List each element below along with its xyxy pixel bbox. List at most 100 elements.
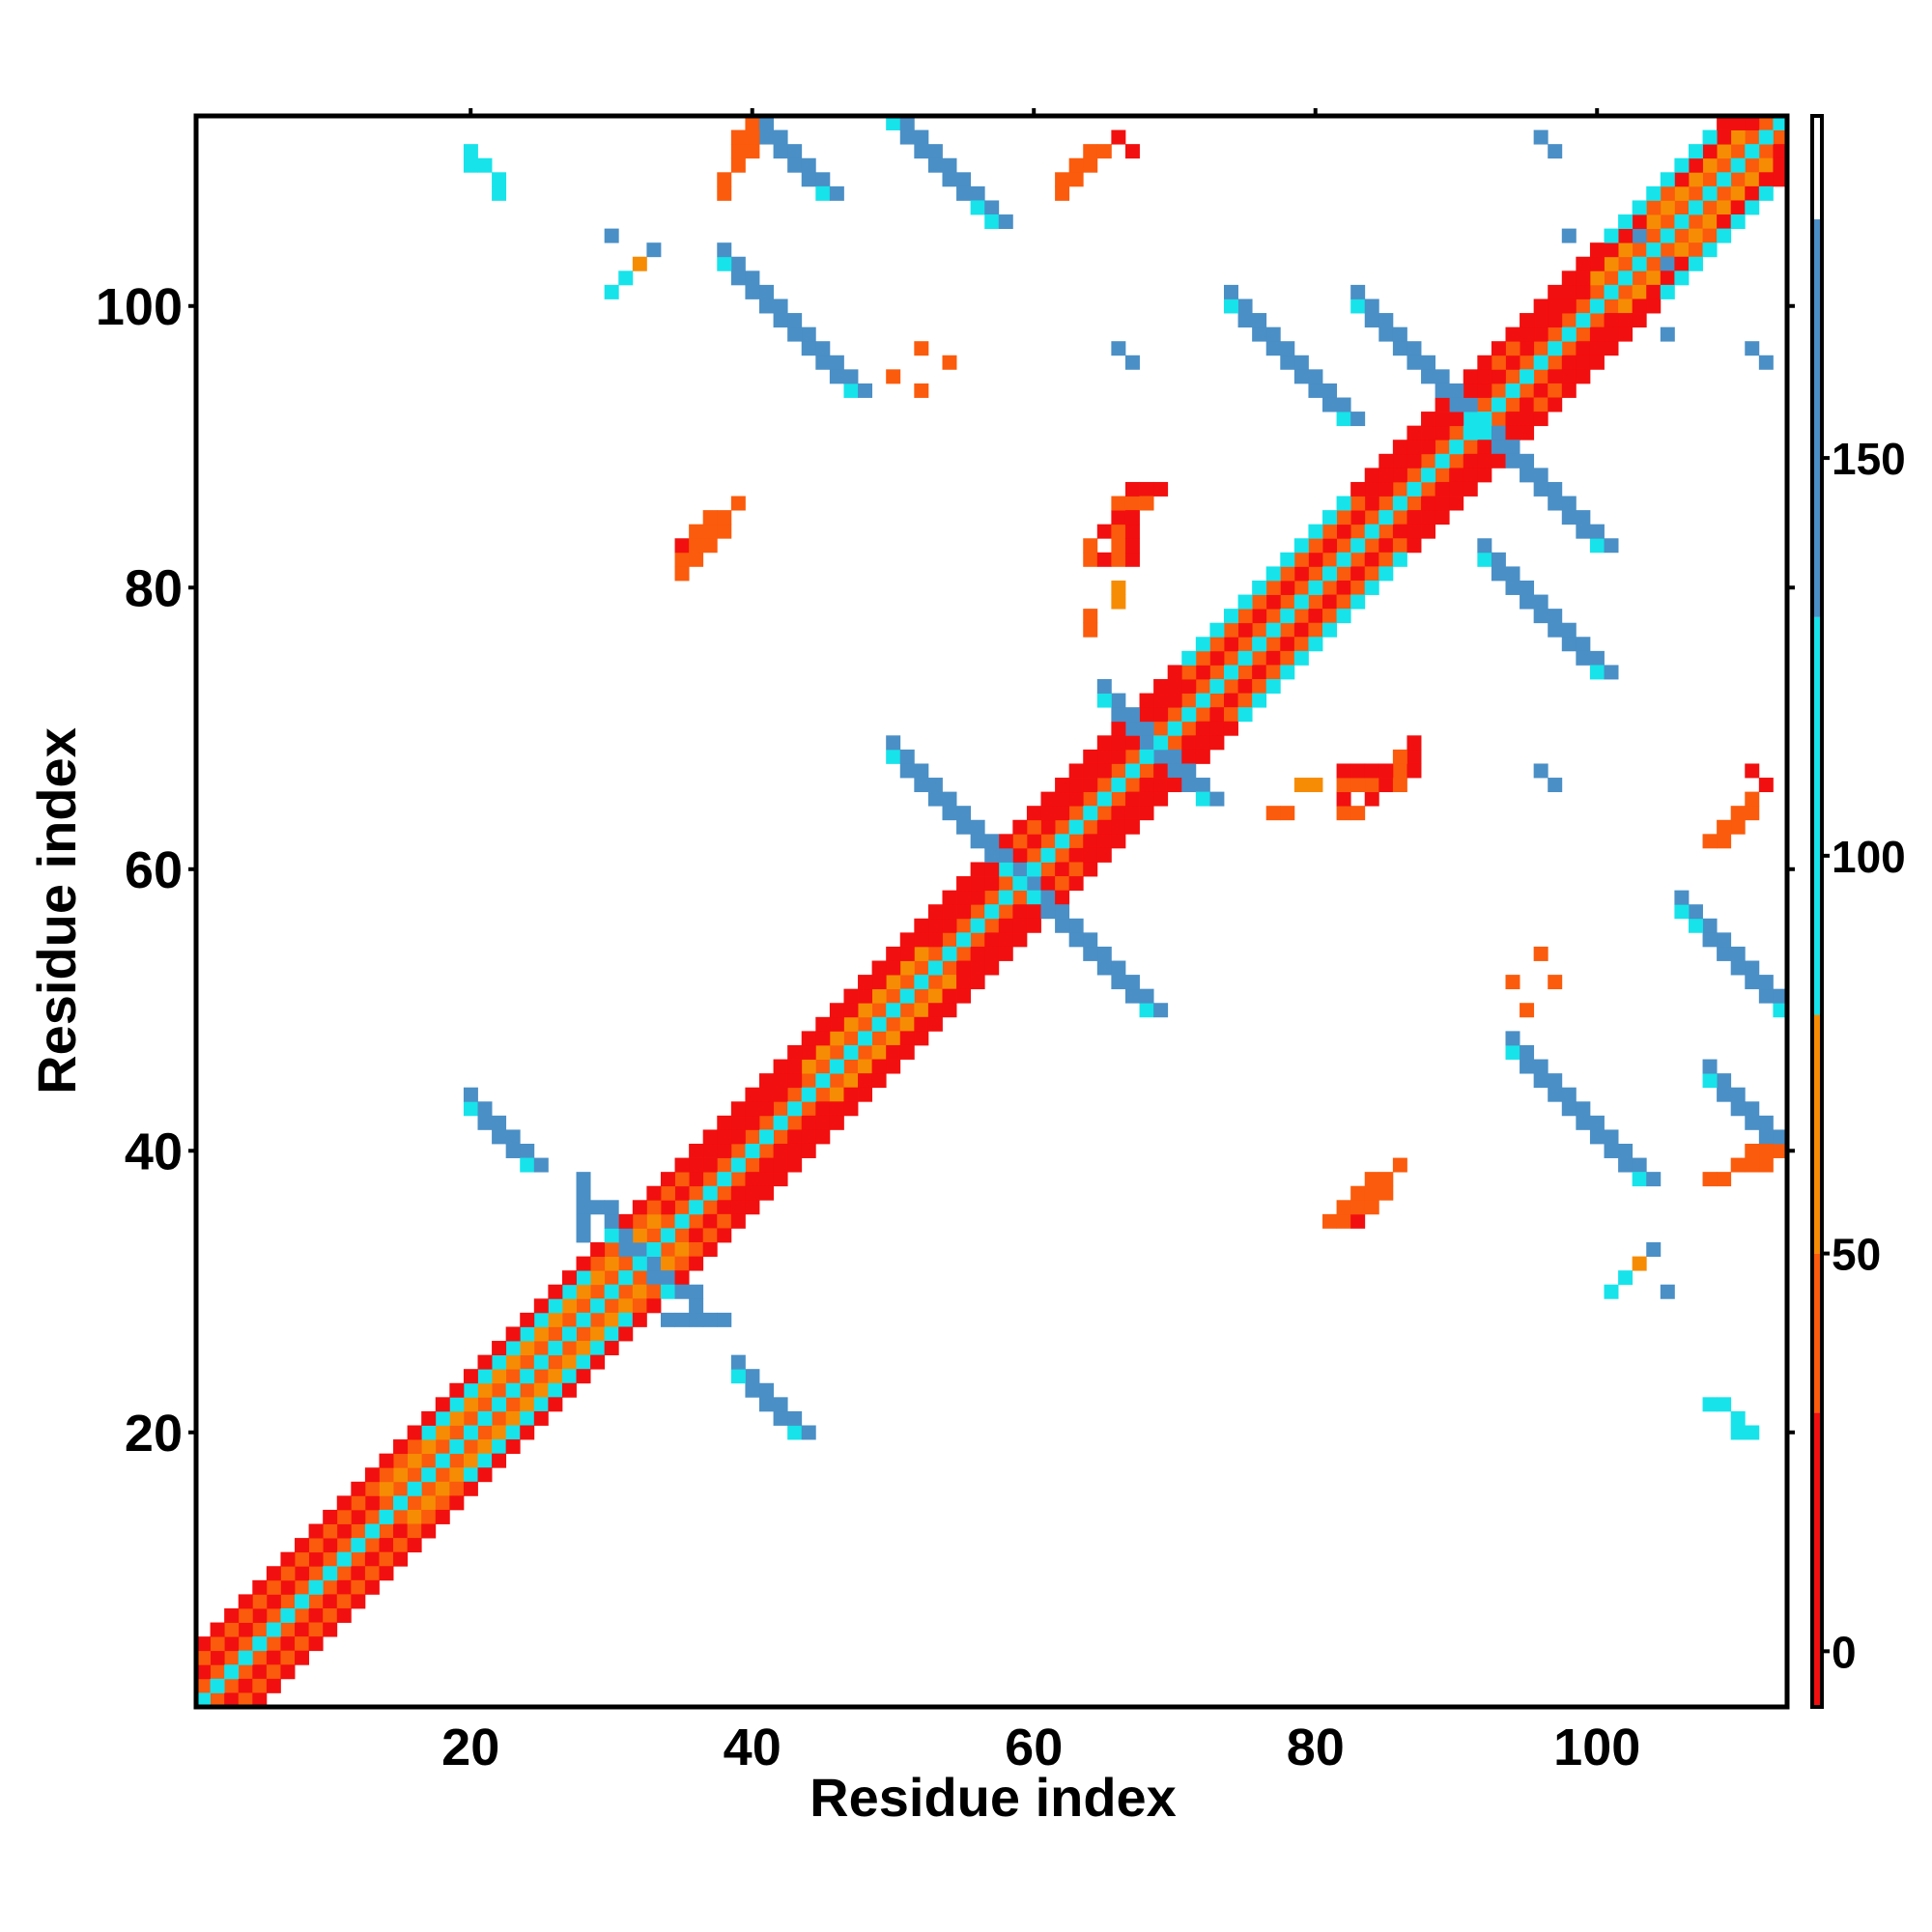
- heatmap-cell: [1745, 157, 1760, 173]
- heatmap-cell: [730, 1172, 746, 1187]
- heatmap-cell: [1435, 397, 1450, 412]
- heatmap-cell: [1477, 552, 1492, 567]
- heatmap-cell: [1209, 707, 1225, 723]
- heatmap-cell: [1223, 650, 1238, 666]
- heatmap-cell: [1717, 1172, 1732, 1187]
- heatmap-cell: [364, 1467, 380, 1483]
- heatmap-cell: [1336, 580, 1351, 595]
- heatmap-cell: [1730, 129, 1746, 145]
- heatmap-cell: [1533, 355, 1548, 370]
- heatmap-cell: [1083, 862, 1098, 877]
- heatmap-cell: [393, 1495, 409, 1511]
- heatmap-cell: [1576, 355, 1591, 370]
- heatmap-cell: [1406, 425, 1422, 440]
- heatmap-cell: [1378, 468, 1394, 483]
- heatmap-cell: [1111, 735, 1126, 751]
- heatmap-cell: [773, 1397, 788, 1412]
- heatmap-cell: [1674, 185, 1690, 201]
- heatmap-cell: [1548, 383, 1563, 398]
- heatmap-cell: [886, 1031, 901, 1046]
- heatmap-cell: [308, 1566, 324, 1581]
- heatmap-cell: [1350, 284, 1366, 299]
- heatmap-cell: [1505, 580, 1520, 595]
- heatmap-cell: [1026, 918, 1041, 933]
- heatmap-cell: [1124, 791, 1140, 807]
- heatmap-cell: [1618, 1270, 1634, 1286]
- heatmap-cell: [1646, 185, 1662, 201]
- heatmap-cell: [533, 1369, 549, 1384]
- heatmap-cell: [717, 1185, 732, 1201]
- heatmap-cell: [674, 1228, 690, 1243]
- heatmap-cell: [1364, 468, 1379, 483]
- heatmap-cell: [308, 1551, 324, 1567]
- heatmap-cell: [773, 144, 788, 159]
- heatmap-cell: [632, 1298, 647, 1314]
- heatmap-cell: [970, 904, 985, 920]
- heatmap-cell: [1745, 975, 1760, 990]
- heatmap-cell: [886, 735, 901, 751]
- heatmap-cell: [914, 918, 929, 933]
- heatmap-cell: [1730, 960, 1746, 976]
- heatmap-cell: [604, 284, 619, 299]
- heatmap-cell: [1548, 481, 1563, 497]
- heatmap-cell: [477, 1101, 493, 1117]
- heatmap-cell: [1421, 453, 1436, 469]
- heatmap-cell: [1124, 721, 1140, 736]
- heatmap-cell: [1209, 650, 1225, 666]
- heatmap-cell: [1195, 749, 1210, 764]
- heatmap-cell: [970, 200, 985, 215]
- heatmap-cell: [730, 1185, 746, 1201]
- heatmap-cell: [1350, 594, 1366, 610]
- heatmap-cell: [1083, 791, 1098, 807]
- heatmap-cell: [998, 904, 1013, 920]
- heatmap-cell: [1717, 1073, 1732, 1089]
- heatmap-cell: [252, 1622, 268, 1637]
- heatmap-cell: [1435, 383, 1450, 398]
- heatmap-cell: [801, 1087, 816, 1102]
- heatmap-cell: [1378, 538, 1394, 554]
- heatmap-cell: [435, 1425, 450, 1440]
- heatmap-cell: [1237, 650, 1253, 666]
- heatmap-cell: [829, 1044, 844, 1060]
- heatmap-cell: [1745, 1157, 1760, 1173]
- heatmap-cell: [1364, 580, 1379, 595]
- heatmap-cell: [787, 1410, 803, 1426]
- heatmap-cell: [435, 1397, 450, 1412]
- heatmap-cell: [787, 1129, 803, 1145]
- heatmap-cell: [1012, 819, 1028, 835]
- heatmap-cell: [660, 1172, 675, 1187]
- heatmap-cell: [1477, 440, 1492, 455]
- heatmap-cell: [1096, 693, 1112, 708]
- heatmap-cell: [1055, 172, 1070, 187]
- heatmap-cell: [421, 1439, 437, 1455]
- heatmap-cell: [1660, 228, 1675, 243]
- heatmap-cell: [1308, 552, 1323, 567]
- heatmap-cell: [1167, 721, 1182, 736]
- heatmap-cell: [1111, 721, 1126, 736]
- heatmap-cell: [224, 1607, 240, 1623]
- heatmap-cell: [548, 1298, 563, 1314]
- heatmap-cell: [759, 1101, 774, 1117]
- heatmap-cell: [1350, 1185, 1366, 1201]
- heatmap-cell: [1096, 834, 1112, 849]
- heatmap-cell: [1223, 693, 1238, 708]
- heatmap-cell: [1520, 1059, 1535, 1074]
- heatmap-cell: [1280, 622, 1295, 638]
- heatmap-cell: [1561, 637, 1577, 652]
- heatmap-cell: [773, 1087, 788, 1102]
- heatmap-cell: [717, 1228, 732, 1243]
- heatmap-cell: [1561, 298, 1577, 314]
- colorbar-segment: [1812, 616, 1822, 1015]
- heatmap-cell: [1378, 1172, 1394, 1187]
- heatmap-cell: [604, 1284, 619, 1299]
- heatmap-cell: [1153, 707, 1169, 723]
- heatmap-cell: [899, 763, 915, 779]
- heatmap-cell: [1406, 496, 1422, 511]
- heatmap-cell: [1660, 172, 1675, 187]
- heatmap-cell: [1702, 144, 1718, 159]
- heatmap-cell: [618, 1213, 634, 1229]
- heatmap-cell: [1561, 228, 1577, 243]
- heatmap-cell: [1237, 693, 1253, 708]
- heatmap-cell: [463, 1453, 478, 1468]
- heatmap-cell: [1702, 1073, 1718, 1089]
